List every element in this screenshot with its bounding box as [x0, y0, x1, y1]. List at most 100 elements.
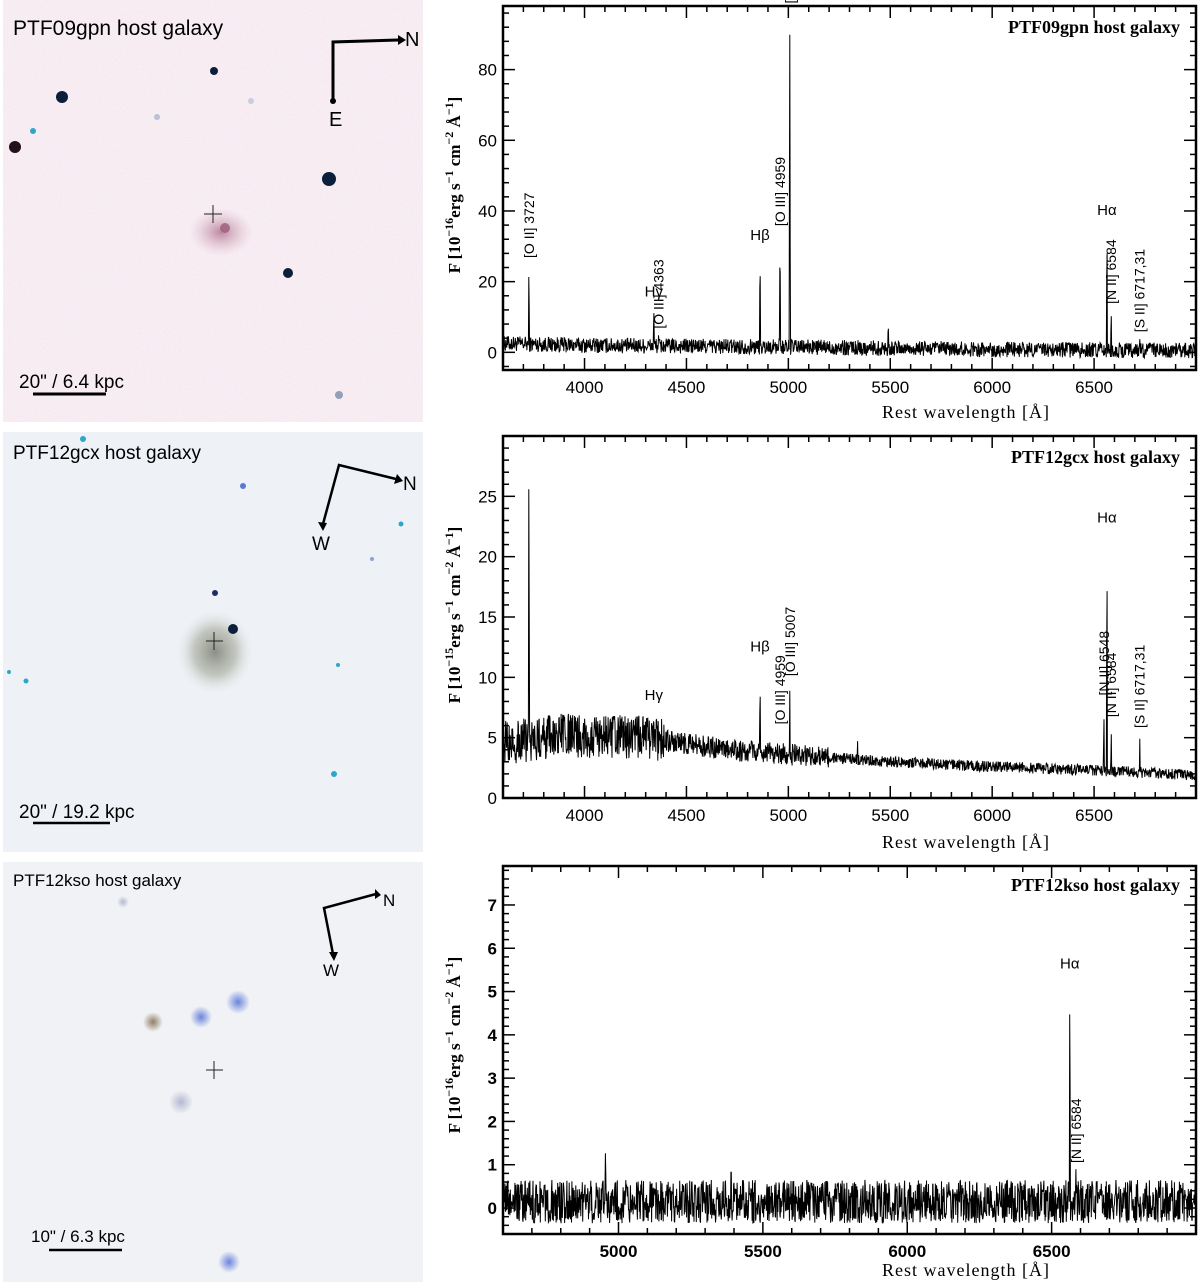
y-axis-label-exponent: −16	[442, 218, 456, 237]
compass-east-label: E	[329, 109, 342, 131]
compass	[321, 463, 397, 525]
emission-line-label: Hα	[1097, 510, 1117, 527]
y-axis-label-prefix: F [10	[445, 1097, 464, 1134]
x-tick-label: 5500	[871, 378, 909, 397]
emission-line-label: Hα	[1060, 956, 1080, 973]
y-tick-label: 0	[488, 343, 497, 362]
compass-north-label: N	[383, 891, 395, 910]
host-galaxy-blob	[177, 610, 253, 694]
y-axis-label: F [10−15erg s−1 cm−2 Å−1]	[442, 527, 464, 704]
y-tick-label: 4	[488, 1026, 498, 1045]
compass-east-label: W	[323, 961, 339, 980]
y-tick-label: 0	[488, 789, 497, 808]
spectrum-chart-panel-3: PTF12kso host galaxy Rest wavelength [Å]…	[430, 860, 1200, 1283]
spectrum-line	[502, 1014, 1197, 1225]
y-tick-label: 5	[488, 983, 497, 1002]
crosshair	[206, 632, 223, 650]
x-ticks	[502, 866, 1197, 1234]
plot-frame	[501, 864, 1198, 1236]
chart-title: PTF12gcx host galaxy	[1011, 447, 1180, 467]
x-ticks	[502, 436, 1197, 798]
x-tick-label: 6500	[1075, 378, 1113, 397]
compass	[331, 38, 399, 100]
x-axis-label: Rest wavelength [Å]	[882, 1260, 1050, 1280]
host-galaxy-blob	[189, 208, 253, 256]
emission-line-label: [N II] 6584	[1103, 652, 1119, 717]
chart-title: PTF09gpn host galaxy	[1008, 17, 1180, 37]
galaxy-image-panel-1: N E PTF09gpn host galaxy 20" / 6.4 kpc	[3, 0, 423, 422]
y-tick-label: 5	[488, 729, 497, 748]
crosshair	[204, 205, 222, 223]
galaxy-image-panel-3: N W PTF12kso host galaxy 10" / 6.3 kpc	[3, 862, 423, 1282]
y-tick-label: 60	[478, 131, 497, 150]
y-axis-label-exponent: −16	[442, 1078, 456, 1097]
x-tick-label: 6500	[1033, 1242, 1071, 1261]
y-axis-label-unit: erg s	[445, 1043, 464, 1078]
image-label: PTF12gcx host galaxy	[13, 443, 201, 464]
emission-line-label: [N II] 6584	[1103, 239, 1119, 304]
y-ticks	[503, 12, 1196, 368]
x-tick-label: 5000	[769, 378, 807, 397]
y-tick-label: 15	[478, 608, 497, 627]
emission-line-label: [O III] 4363	[651, 259, 667, 328]
y-axis-label-unit: erg s	[445, 613, 464, 648]
y-axis-label-exponent: −15	[442, 648, 456, 667]
y-tick-label: 20	[478, 548, 497, 567]
image-label: PTF12kso host galaxy	[13, 871, 182, 890]
spectrum-chart-3: PTF12kso host galaxy Rest wavelength [Å]…	[442, 864, 1198, 1280]
spectrum-line	[502, 489, 1197, 781]
y-tick-label: 3	[488, 1069, 497, 1088]
x-tick-label: 5000	[769, 806, 807, 825]
galaxy-image-1: N E PTF09gpn host galaxy 20" / 6.4 kpc	[3, 0, 423, 422]
x-tick-label: 6500	[1075, 806, 1113, 825]
y-tick-label: 1	[488, 1156, 497, 1175]
x-axis-label: Rest wavelength [Å]	[882, 832, 1050, 852]
star-field	[7, 436, 404, 777]
y-tick-label: 20	[478, 273, 497, 292]
emission-line-label: Hβ	[750, 227, 770, 244]
spectrum-line	[502, 34, 1197, 360]
galaxy-image-panel-2: N W PTF12gcx host galaxy 20" / 19.2 kpc	[3, 432, 423, 852]
x-tick-label: 6000	[973, 806, 1011, 825]
spectrum-chart-1: PTF09gpn host galaxy Rest wavelength [Å]…	[442, 0, 1198, 422]
emission-line-label: [O III] 4959	[772, 655, 788, 724]
x-tick-label: 4500	[668, 806, 706, 825]
emission-line-label: [N II] 6584	[1068, 1098, 1084, 1163]
emission-line-label: [O II] 3727	[521, 192, 537, 258]
x-tick-label: 5000	[600, 1242, 638, 1261]
emission-line-label: Hα	[1097, 202, 1117, 219]
chart-title: PTF12kso host galaxy	[1011, 875, 1180, 895]
compass-north-label: N	[403, 474, 417, 495]
emission-line-label: Hγ	[645, 283, 664, 300]
image-label: PTF09gpn host galaxy	[13, 17, 224, 40]
svg-text:F [10−16erg s−1 cm−2 Å−1]: F [10−16erg s−1 cm−2 Å−1]	[442, 97, 464, 274]
emission-line-label: [O III] 4959	[772, 157, 788, 226]
star-field	[9, 67, 343, 399]
emission-line-label: Hβ	[750, 639, 770, 656]
x-tick-label: 4000	[566, 378, 604, 397]
scale-label: 20" / 6.4 kpc	[19, 372, 124, 393]
y-tick-label: 2	[488, 1112, 497, 1131]
svg-text:F [10−15erg s−1 cm−2 Å−1]: F [10−15erg s−1 cm−2 Å−1]	[442, 527, 464, 704]
x-tick-label: 4500	[668, 378, 706, 397]
star-field	[117, 896, 250, 1273]
y-axis-label-unit: erg s	[445, 183, 464, 218]
x-tick-label: 5500	[744, 1242, 782, 1261]
y-axis-label-prefix: F [10	[445, 667, 464, 704]
emission-line-label: [O III] 5007	[782, 607, 798, 676]
galaxy-image-3: N W PTF12kso host galaxy 10" / 6.3 kpc	[3, 862, 423, 1282]
y-axis-label: F [10−16erg s−1 cm−2 Å−1]	[442, 957, 464, 1134]
spectrum-chart-panel-2: PTF12gcx host galaxy Rest wavelength [Å]…	[430, 430, 1200, 860]
y-tick-label: 10	[478, 668, 497, 687]
emission-line-label: [N II] 6548	[1096, 631, 1112, 696]
spectrum-chart-2: PTF12gcx host galaxy Rest wavelength [Å]…	[442, 434, 1198, 852]
y-tick-label: 0	[488, 1199, 497, 1218]
y-axis-label-prefix: F [10	[445, 237, 464, 274]
y-tick-label: 40	[478, 202, 497, 221]
compass-east-label: W	[312, 534, 330, 555]
x-tick-label: 6000	[973, 378, 1011, 397]
y-tick-label: 6	[488, 939, 497, 958]
emission-line-label: [S II] 6717,31	[1132, 645, 1148, 728]
x-tick-label: 4000	[566, 806, 604, 825]
plot-frame	[501, 4, 1198, 372]
